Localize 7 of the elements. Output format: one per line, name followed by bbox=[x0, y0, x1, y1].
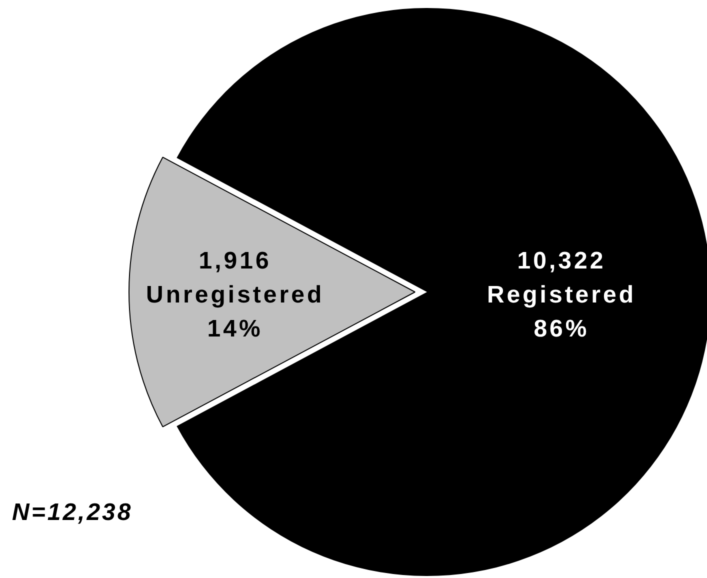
slice-label: Unregistered bbox=[146, 282, 324, 309]
text: 86% bbox=[534, 316, 590, 343]
text: 14% bbox=[207, 316, 263, 343]
data-label: 10,322 bbox=[517, 248, 606, 275]
slice-label: Registered bbox=[486, 282, 636, 309]
data-label: 1,916 bbox=[198, 248, 272, 275]
text: N=12,238 bbox=[12, 499, 133, 526]
